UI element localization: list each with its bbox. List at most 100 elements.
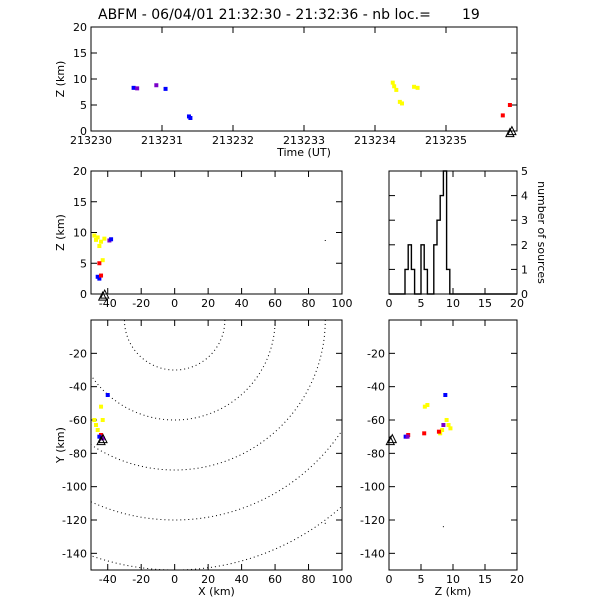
y-axis-label: number of sources <box>535 181 548 284</box>
y-axis-label: Z (km) <box>54 214 67 251</box>
source-point <box>443 393 448 397</box>
station-triangle-icon <box>98 433 108 444</box>
station-triangle-icon <box>507 125 517 136</box>
y-tick-label: -60 <box>69 414 87 427</box>
y-tick-label: -140 <box>360 547 385 560</box>
source-point <box>448 426 453 431</box>
source-point <box>392 84 397 89</box>
x-axis-label: Z (km) <box>435 585 472 598</box>
source-point <box>97 261 102 266</box>
source-point <box>412 84 417 89</box>
source-point <box>99 239 104 244</box>
x-tick-label: 213235 <box>425 134 467 147</box>
source-point <box>436 429 441 434</box>
y-tick-label: 10 <box>73 73 87 86</box>
source-point <box>105 393 110 397</box>
y-tick-label: -80 <box>367 447 385 460</box>
x-tick-label: 20 <box>201 297 215 310</box>
source-point <box>441 423 446 427</box>
y-tick-label: 4 <box>521 190 528 203</box>
panel-time-height: 213230 213231 213232 213233 213234 213235 0 5 10… <box>54 21 518 159</box>
x-tick-label: 40 <box>235 573 249 586</box>
y-tick-label: 2 <box>521 239 528 252</box>
source-point <box>99 404 104 409</box>
stray-point <box>324 522 326 524</box>
y-tick-label: 5 <box>80 99 87 112</box>
panel-x-height: -40 -20 0 20 40 60 80 100 0 5 10 15 20 Z (km) <box>54 165 353 310</box>
source-point <box>94 423 99 427</box>
x-tick-label: 5 <box>418 297 425 310</box>
x-tick-label: 10 <box>446 573 460 586</box>
y-tick-label: -120 <box>62 514 87 527</box>
source-point <box>415 85 420 90</box>
stray-point <box>442 526 444 528</box>
x-tick-label: -20 <box>132 573 150 586</box>
y-tick-label: -20 <box>69 347 87 360</box>
source-point <box>444 418 449 422</box>
x-axis-label: X (km) <box>198 585 235 598</box>
source-point <box>422 431 427 436</box>
x-tick-label: 213234 <box>354 134 396 147</box>
x-tick-label: -20 <box>132 297 150 310</box>
x-tick-label: -40 <box>99 573 117 586</box>
y-tick-label: 15 <box>73 47 87 60</box>
plot-frame <box>90 170 343 295</box>
station-triangle-icon <box>99 288 110 299</box>
y-tick-label: 20 <box>73 165 87 178</box>
x-tick-label: 15 <box>478 297 492 310</box>
y-tick-label: -80 <box>69 447 87 460</box>
x-tick-label: 0 <box>386 573 393 586</box>
figure-title: ABFM - 06/04/01 21:32:30 - 21:32:36 - nb… <box>98 7 480 23</box>
x-tick-label: 20 <box>510 297 524 310</box>
y-tick-label: 5 <box>521 165 528 178</box>
y-tick-label: -40 <box>69 381 87 394</box>
x-tick-label: 100 <box>332 573 353 586</box>
plot-frame <box>388 170 518 295</box>
y-tick-label: -140 <box>62 547 87 560</box>
x-tick-label: 213231 <box>141 134 183 147</box>
source-point <box>394 87 399 92</box>
x-tick-label: 15 <box>478 573 492 586</box>
y-tick-label: 0 <box>80 125 87 138</box>
x-tick-label: 60 <box>268 297 282 310</box>
station-triangle-icon <box>387 433 398 444</box>
x-tick-label: 60 <box>268 573 282 586</box>
source-point <box>422 404 427 409</box>
source-point <box>163 86 168 91</box>
source-point <box>440 428 445 432</box>
source-point <box>154 83 159 88</box>
source-point <box>94 237 99 242</box>
station-triangle-icon <box>97 290 108 301</box>
source-point <box>446 423 451 427</box>
source-point <box>399 101 404 106</box>
station-triangle-icon <box>96 435 106 446</box>
source-point <box>405 434 410 439</box>
y-tick-label: -60 <box>367 414 385 427</box>
plot-frame <box>90 319 343 571</box>
x-tick-label: 0 <box>171 297 178 310</box>
source-point <box>397 99 402 104</box>
x-tick-label: 100 <box>332 297 353 310</box>
y-tick-label: -100 <box>360 481 385 494</box>
source-point <box>100 258 105 263</box>
source-point <box>131 85 136 90</box>
source-point <box>507 103 512 107</box>
y-tick-label: 0 <box>80 288 87 301</box>
histogram-outline <box>389 170 517 295</box>
source-point <box>100 436 105 441</box>
y-axis-label: Y (km) <box>54 427 67 464</box>
source-point <box>188 116 193 120</box>
x-tick-label: 80 <box>302 573 316 586</box>
source-point <box>97 276 102 281</box>
source-point <box>92 418 97 422</box>
stray-point <box>324 239 326 241</box>
x-tick-label: 10 <box>446 297 460 310</box>
source-point <box>99 273 104 278</box>
x-tick-label: 0 <box>386 297 393 310</box>
panel-height-y: 0 5 10 15 20 -20 -40 -60 -80 -100 -120 -140 Z (km) <box>360 319 524 598</box>
source-point <box>95 428 100 432</box>
x-tick-label: 0 <box>171 573 178 586</box>
y-tick-label: 3 <box>521 214 528 227</box>
